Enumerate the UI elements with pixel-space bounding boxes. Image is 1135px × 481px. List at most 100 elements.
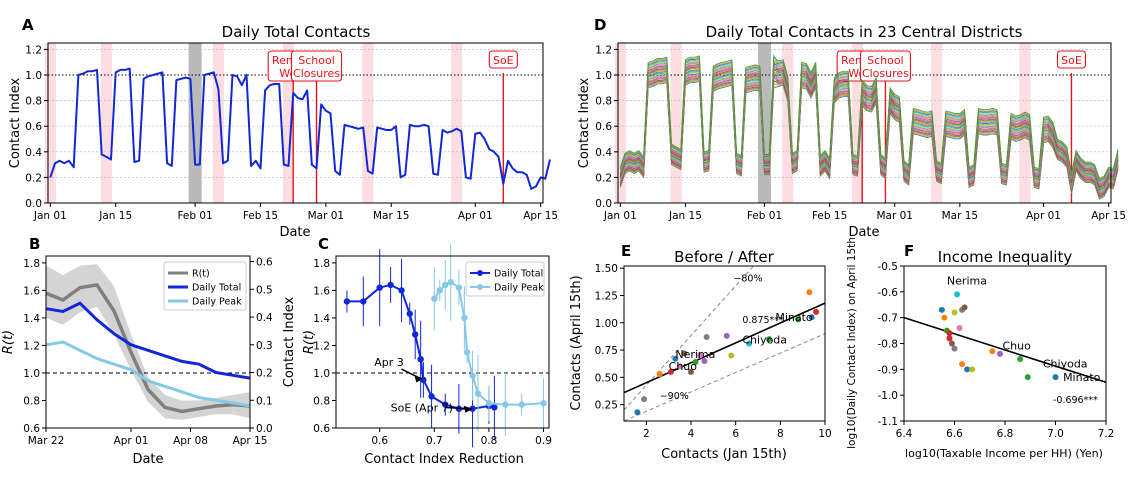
panel-d-x-ticks: Jan 01 Jan 15 Feb 01 Feb 15 Mar 01 Mar 15 Apr … [603,203,1126,222]
x-tick-label: 6.6 [946,428,963,440]
district-point [948,340,955,347]
x-tick-label: Apr 15 [1091,210,1126,222]
data-point [469,405,476,412]
district-point [989,348,996,355]
y-tick-label: 1.4 [313,313,330,325]
x-tick-label: Mar 15 [942,210,979,222]
panel-c: C Apr 3 SoE (Apr 7) 0.6 0.8 1.0 1.2 1.4 1.6 1.8… [302,235,552,467]
district-label: Chuo [669,360,698,373]
district-point [1052,374,1059,381]
district-point [954,291,961,298]
panel-c-ylabel: R(t) [302,330,317,354]
panel-a-gridlines [48,49,543,178]
panel-b-ticks: 0.6 0.8 1.0 1.2 1.4 1.6 1.8 0.0 0.1 0.2 0.3 0.4 0.5 0… [23,257,273,447]
district-point [672,355,679,362]
x-tick-label: 6 [732,428,739,440]
district-point [961,304,968,311]
x-tick-label: 0.6 [371,435,388,447]
district-point [766,336,773,343]
annotation-arrowhead [414,375,424,383]
y-tick-label: 1.25 [595,290,618,302]
annotation-label: Apr 3 [374,356,404,369]
panel-b-ylabel-right: Contact Index [282,296,297,387]
district-point [996,350,1003,357]
series-line [45,282,251,414]
data-point [540,400,547,407]
y-tick-label: 0.6 [25,121,42,133]
weekend-holiday-band [931,43,943,203]
x-tick-label: Mar 22 [28,435,65,447]
y-tick-label: 0.25 [595,400,618,412]
event-label: School [298,54,335,67]
y-tick-label: 1.4 [23,313,40,325]
annotation-arrowhead [463,405,473,413]
legend-label: Daily Total [494,269,543,280]
district-point [951,345,958,352]
data-point [485,400,493,407]
x-tick-label: Feb 01 [747,210,782,222]
district-label: Nerima [947,275,987,288]
y-tick-label: 0.4 [595,147,612,159]
panel-b-plot [45,264,251,420]
panel-a-event-markers: RemoteWorkSchoolClosuresSoE [267,50,518,203]
y-tick-label: 0.8 [23,395,40,407]
panel-c-letter: C [318,235,329,253]
event-label-box [290,50,343,82]
panel-f-ticks: -0.5 -0.6 -0.7 -0.8 -0.9 -1.0 -1.16.4 6.6 6.8 7.0… [878,261,1115,440]
data-point [474,390,482,397]
x-tick-label: Mar 01 [308,210,345,222]
panel-c-frame [335,255,550,429]
district-point [938,306,945,313]
series-line [45,301,251,380]
panel-d-district-series [619,53,1119,200]
x-tick-label: Apr 15 [233,435,268,447]
panel-e-frame [623,265,826,422]
x-tick-label: Mar 15 [373,210,410,222]
district-label: Chiyoda [1043,357,1088,370]
x-tick-label: 0.7 [426,435,443,447]
district-line [619,55,1119,180]
data-point [431,295,438,302]
panel-d-event-markers: RemoteWorkSchoolClosuresSoE [836,50,1087,203]
data-point [447,278,454,286]
district-point [1024,374,1031,381]
y-tick-label: 1.50 [595,263,618,275]
weekend-holiday-band [212,43,225,203]
panel-a-frame [47,42,544,204]
weekend-holiday-band [282,43,295,203]
event-label: SoE [1061,54,1082,67]
panel-b: B 0.60.81.01.21.41.61.80.00.10.20.30.40.… [1,235,297,467]
x-tick-label: Jan 01 [603,210,637,222]
y-tick-label: 1.0 [595,70,612,82]
district-label: Minato [1063,371,1101,384]
y-tick-label: -0.8 [878,339,899,351]
event-label: SoE [493,54,514,67]
district-label: Chuo [1002,339,1031,352]
y-tick-label: 0.6 [313,423,330,435]
legend-label: R(t) [192,269,210,280]
district-label: Minato [775,311,813,324]
guide-label: −80% [733,273,762,284]
fit-label: 0.875*** [742,315,784,326]
district-label: Chiyoda [742,334,787,347]
y2-tick-label: 0.2 [256,368,273,380]
y-tick-label: 1.6 [313,285,330,297]
y2-tick-label: 0.3 [256,340,273,352]
data-point [455,284,463,291]
x-tick-label: 6.8 [997,428,1014,440]
y2-tick-label: 0.1 [256,395,273,407]
data-point [411,331,419,338]
guide-label: −90% [660,391,689,402]
panel-f-title: Income Inequality [938,248,1073,266]
y-tick-label: 0.4 [25,147,42,159]
y-tick-label: 1.0 [23,368,40,380]
district-point [701,357,708,364]
panel-d-xlabel: Date [848,225,879,240]
y2-tick-label: 0.0 [256,423,273,435]
data-point [398,287,405,294]
district-point [1017,356,1024,362]
x-tick-label: 7.2 [1098,428,1115,440]
panel-a-letter: A [22,16,34,34]
